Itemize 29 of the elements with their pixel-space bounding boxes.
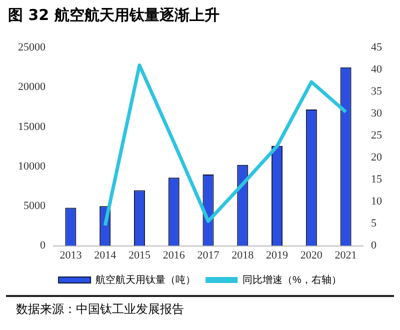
x-tick-label: 2021 [334,249,357,262]
y-tick-label: 10000 [18,160,46,172]
chart-title: 图 32 航空航天用钛量逐渐上升 [0,0,400,33]
x-tick-label: 2013 [60,249,82,262]
x-tick-label: 2014 [94,249,117,262]
x-tick-label: 2017 [197,249,220,262]
y-tick-label: 20000 [18,81,46,94]
y-tick-label: 0 [40,240,46,252]
y2-tick-label: 0 [371,240,377,252]
y2-tick-label: 30 [371,108,382,120]
y-tick-label: 15000 [18,120,46,133]
x-tick-label: 2018 [232,249,254,262]
x-tick-label: 2016 [162,249,186,262]
x-tick-label: 2020 [300,249,323,262]
y2-tick-label: 45 [371,41,382,54]
y2-tick-label: 40 [371,64,382,76]
y2-tick-label: 15 [371,174,382,186]
source-note: 数据来源：中国钛工业发展报告 [6,295,394,318]
y-tick-label: 25000 [18,41,46,54]
y-tick-label: 5000 [24,200,46,212]
y2-tick-label: 10 [371,196,382,208]
y2-tick-label: 5 [371,218,377,230]
x-tick-label: 2019 [266,249,289,262]
y2-tick-label: 25 [371,130,382,142]
legend-label: 同比增速（%，右轴） [242,274,342,286]
legend-label: 航空航天用钛量（吨） [96,274,196,286]
x-tick-label: 2015 [128,249,151,262]
y2-tick-label: 35 [371,86,382,98]
y2-tick-label: 20 [371,152,382,164]
